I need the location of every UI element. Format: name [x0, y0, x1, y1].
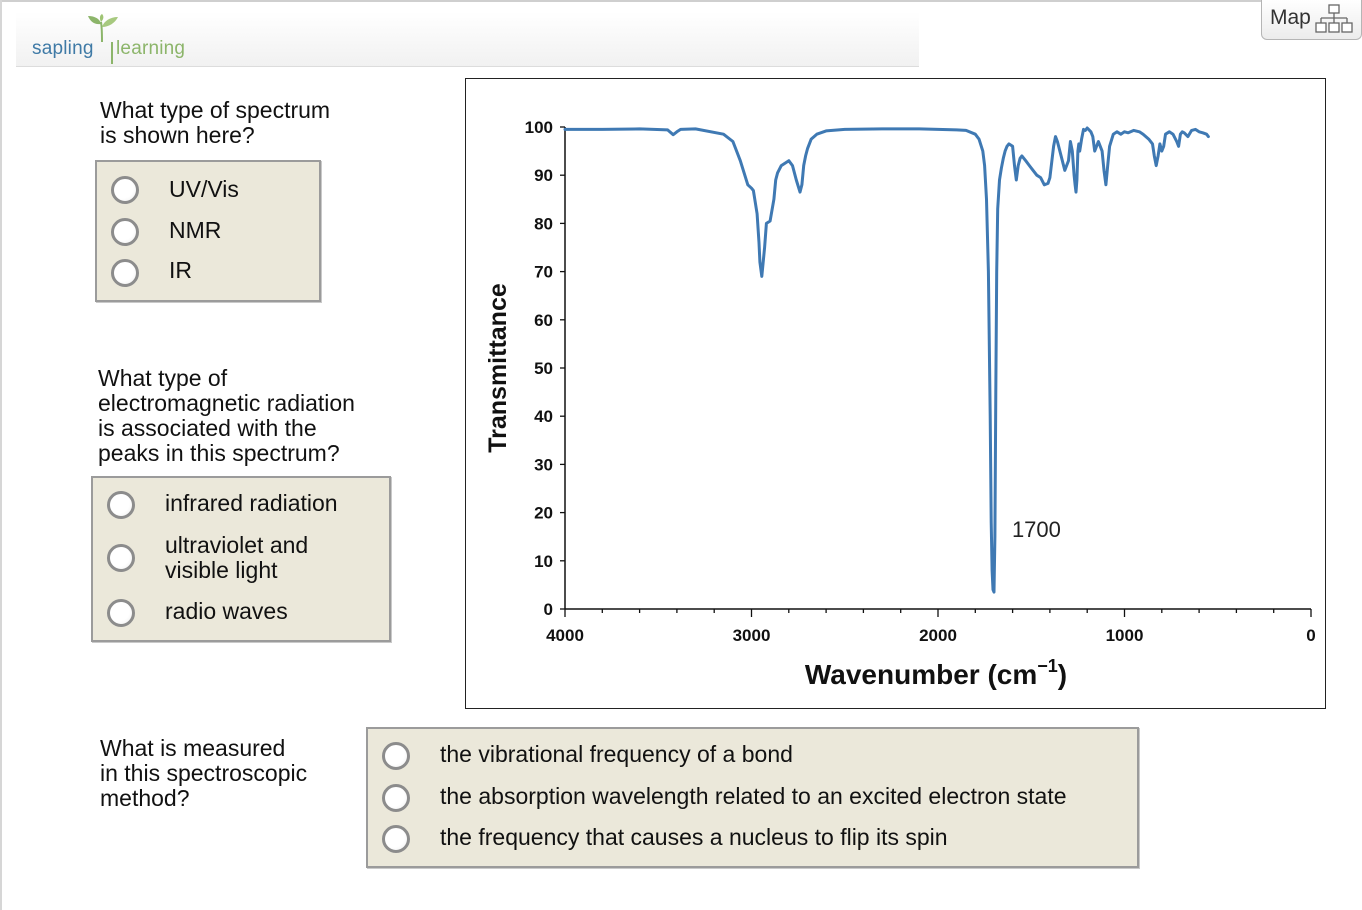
y-axis-ticks: 0 10 20 30 40 50 60 70 80 90 100 [525, 118, 565, 619]
logo-word-sapling: sapling [32, 38, 94, 59]
chart-canvas: 0 10 20 30 40 50 60 70 80 90 100 4000 3000 2000 1000 0… [484, 118, 1316, 690]
x-axis-title-superscript: −1 [1037, 656, 1058, 676]
sitemap-icon [1315, 4, 1353, 33]
logo-word-learning: learning [116, 38, 186, 59]
option-label: the absorption wavelength related to an … [440, 783, 1067, 809]
y-tick-label: 70 [534, 263, 553, 282]
option-label: the frequency that causes a nucleus to f… [440, 824, 948, 850]
x-tick-label: 3000 [733, 626, 771, 645]
y-axis-title: Transmittance [484, 283, 512, 453]
option-radio-waves[interactable]: radio waves [93, 596, 389, 630]
map-button[interactable]: Map [1261, 0, 1362, 40]
prompt-line: method? [100, 785, 190, 811]
question-2-prompt: What type of electromagnetic radiation i… [98, 366, 355, 466]
y-tick-label: 100 [525, 118, 553, 137]
prompt-line: What type of [98, 365, 228, 391]
spectrum-series-line [563, 126, 1210, 594]
sprout-icon [88, 14, 118, 43]
radio-button[interactable] [382, 825, 410, 853]
y-tick-label: 40 [534, 407, 553, 426]
x-tick-label: 4000 [546, 626, 584, 645]
x-axis-title: Wavenumber (cm−1) [805, 656, 1067, 690]
prompt-line: is associated with the [98, 415, 317, 441]
question-3-prompt: What is measured in this spectroscopic m… [100, 736, 307, 811]
option-label: infrared radiation [165, 490, 338, 516]
y-tick-label: 90 [534, 166, 553, 185]
option-label: ultraviolet and visible light [165, 533, 308, 583]
prompt-line: is shown here? [100, 122, 255, 148]
option-label: IR [169, 257, 192, 283]
y-tick-label: 50 [534, 359, 553, 378]
window-left-border [0, 0, 2, 910]
radio-button[interactable] [107, 599, 135, 627]
radio-button[interactable] [111, 176, 139, 204]
y-tick-label: 10 [534, 552, 553, 571]
radio-button[interactable] [382, 784, 410, 812]
question-1-prompt: What type of spectrum is shown here? [100, 98, 330, 148]
prompt-line: in this spectroscopic [100, 760, 308, 786]
option-nucleus-spin-flip[interactable]: the frequency that causes a nucleus to f… [368, 822, 1137, 856]
prompt-line: peaks in this spectrum? [98, 440, 340, 466]
sapling-learning-logo: sapling learning [16, 14, 186, 64]
radio-button[interactable] [382, 742, 410, 770]
x-tick-label: 0 [1306, 626, 1315, 645]
option-infrared-radiation[interactable]: infrared radiation [93, 490, 389, 524]
prompt-line: What type of spectrum [100, 97, 331, 123]
option-vibrational-frequency[interactable]: the vibrational frequency of a bond [368, 739, 1137, 773]
question-1-options: UV/Vis NMR IR [95, 160, 321, 302]
option-label: UV/Vis [169, 176, 239, 202]
option-label: radio waves [165, 598, 288, 624]
y-tick-label: 0 [544, 600, 553, 619]
logo-divider [111, 42, 113, 64]
peak-annotation-label: 1700 [1012, 517, 1061, 542]
option-ir[interactable]: IR [97, 258, 319, 292]
option-label: the vibrational frequency of a bond [440, 741, 793, 767]
x-axis-ticks: 4000 3000 2000 1000 0 [546, 609, 1316, 645]
prompt-line: electromagnetic radiation [98, 390, 355, 416]
radio-button[interactable] [107, 544, 135, 572]
option-label: NMR [169, 217, 222, 243]
question-2-options: infrared radiation ultraviolet and visib… [91, 476, 391, 642]
x-tick-label: 2000 [919, 626, 957, 645]
question-3-options: the vibrational frequency of a bond the … [366, 727, 1139, 868]
radio-button[interactable] [107, 491, 135, 519]
x-tick-label: 1000 [1106, 626, 1144, 645]
chart-axes [564, 127, 1311, 610]
y-tick-label: 30 [534, 455, 553, 474]
y-tick-label: 20 [534, 504, 553, 523]
map-button-label: Map [1270, 6, 1311, 29]
option-uv-vis[interactable]: UV/Vis [97, 174, 319, 208]
option-absorption-wavelength[interactable]: the absorption wavelength related to an … [368, 781, 1137, 815]
option-ultraviolet-visible[interactable]: ultraviolet and visible light [93, 532, 389, 584]
x-axis-title-close: ) [1058, 659, 1067, 690]
option-label-line: ultraviolet and [165, 532, 309, 558]
ir-spectrum-chart: 0 10 20 30 40 50 60 70 80 90 100 4000 3000 2000 1000 0… [465, 78, 1326, 709]
radio-button[interactable] [111, 259, 139, 287]
header-bar [16, 12, 919, 67]
y-tick-label: 60 [534, 311, 553, 330]
option-label-line: visible light [165, 557, 278, 583]
prompt-line: What is measured [100, 735, 286, 761]
y-tick-label: 80 [534, 214, 553, 233]
option-nmr[interactable]: NMR [97, 216, 319, 250]
x-axis-title-main: Wavenumber (cm [805, 659, 1037, 690]
radio-button[interactable] [111, 218, 139, 246]
window-top-border [0, 0, 1362, 2]
